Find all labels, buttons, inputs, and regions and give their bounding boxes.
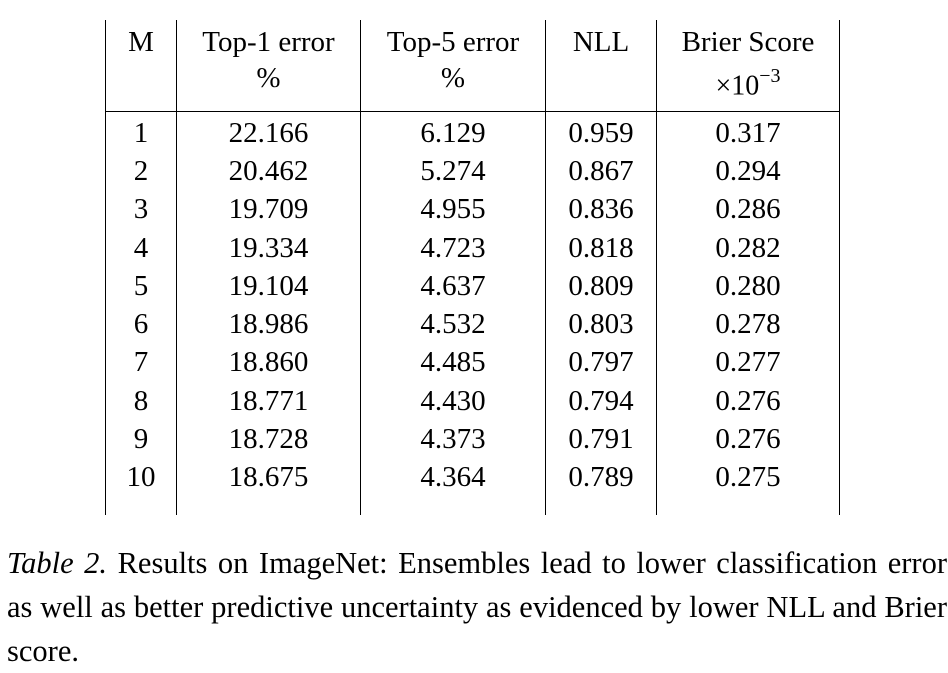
cell-m: 7: [105, 343, 177, 382]
cell-nll: 0.789: [545, 458, 657, 515]
cell-nll: 0.797: [545, 343, 657, 382]
header-top1-unit: %: [256, 62, 281, 94]
cell-brier-score: 0.275: [656, 458, 840, 515]
table-row: 5 19.104 4.637 0.809 0.280: [105, 266, 840, 306]
table-row: 6 18.986 4.532 0.803 0.278: [105, 305, 840, 344]
cell-nll: 0.959: [545, 111, 657, 152]
cell-brier-score: 0.280: [656, 266, 840, 306]
header-top1-label: Top-1 error: [202, 26, 335, 58]
cell-top1-error: 19.334: [176, 228, 361, 267]
header-brier-unit: ×10−3: [657, 60, 839, 105]
cell-top5-error: 4.485: [360, 343, 546, 382]
table-caption: Table 2. Results on ImageNet: Ensembles …: [7, 541, 947, 673]
cell-m: 1: [105, 111, 177, 152]
table-row: 10 18.675 4.364 0.789 0.275: [105, 458, 840, 515]
header-brier-label: Brier Score: [681, 26, 815, 58]
cell-m: 6: [105, 305, 177, 344]
cell-brier-score: 0.282: [656, 228, 840, 267]
cell-nll: 0.794: [545, 381, 657, 421]
cell-top5-error: 4.723: [360, 228, 546, 267]
cell-top1-error: 18.986: [176, 305, 361, 344]
table-row: 3 19.709 4.955 0.836 0.286: [105, 190, 840, 229]
cell-top5-error: 5.274: [360, 151, 546, 191]
header-brier: Brier Score ×10−3: [656, 20, 840, 112]
header-m-label: M: [128, 26, 154, 58]
header-m: M: [105, 20, 177, 112]
cell-top5-error: 4.637: [360, 266, 546, 306]
table-row: 9 18.728 4.373 0.791 0.276: [105, 420, 840, 459]
cell-top5-error: 6.129: [360, 111, 546, 152]
cell-top1-error: 18.675: [176, 458, 361, 515]
results-table: M Top-1 error % Top-5 error % NLL Brier …: [105, 20, 840, 515]
cell-top5-error: 4.373: [360, 420, 546, 459]
caption-text: Results on ImageNet: Ensembles lead to l…: [7, 546, 947, 668]
header-nll: NLL: [545, 20, 657, 112]
cell-top1-error: 18.860: [176, 343, 361, 382]
cell-top1-error: 18.771: [176, 381, 361, 421]
cell-m: 5: [105, 266, 177, 306]
header-nll-label: NLL: [572, 26, 630, 58]
header-brier-exponent: −3: [759, 65, 781, 87]
cell-m: 10: [105, 458, 177, 515]
cell-top5-error: 4.955: [360, 190, 546, 229]
cell-m: 9: [105, 420, 177, 459]
cell-brier-score: 0.286: [656, 190, 840, 229]
cell-brier-score: 0.277: [656, 343, 840, 382]
cell-m: 3: [105, 190, 177, 229]
cell-nll: 0.867: [545, 151, 657, 191]
table-row: 8 18.771 4.430 0.794 0.276: [105, 381, 840, 421]
cell-nll: 0.791: [545, 420, 657, 459]
table-row: 7 18.860 4.485 0.797 0.277: [105, 343, 840, 382]
table-row: 2 20.462 5.274 0.867 0.294: [105, 151, 840, 191]
cell-brier-score: 0.276: [656, 420, 840, 459]
header-brier-scale: ×10: [715, 70, 760, 102]
table-header-row: M Top-1 error % Top-5 error % NLL Brier …: [105, 20, 840, 112]
cell-top5-error: 4.364: [360, 458, 546, 515]
header-top5: Top-5 error %: [360, 20, 546, 112]
cell-brier-score: 0.317: [656, 111, 840, 152]
cell-top1-error: 20.462: [176, 151, 361, 191]
cell-nll: 0.818: [545, 228, 657, 267]
header-top5-label: Top-5 error: [386, 26, 520, 58]
header-top1: Top-1 error %: [176, 20, 361, 112]
cell-brier-score: 0.294: [656, 151, 840, 191]
table-body: 1 22.166 6.129 0.959 0.317 2 20.462 5.274 0.867 0…: [105, 111, 840, 515]
cell-brier-score: 0.276: [656, 381, 840, 421]
cell-nll: 0.803: [545, 305, 657, 344]
cell-m: 8: [105, 381, 177, 421]
cell-top1-error: 19.104: [176, 266, 361, 306]
cell-top1-error: 18.728: [176, 420, 361, 459]
table-row: 1 22.166 6.129 0.959 0.317: [105, 111, 840, 152]
cell-top5-error: 4.532: [360, 305, 546, 344]
caption-label: Table 2.: [7, 546, 108, 580]
header-top5-unit: %: [440, 62, 466, 94]
cell-top1-error: 19.709: [176, 190, 361, 229]
cell-nll: 0.809: [545, 266, 657, 306]
table-row: 4 19.334 4.723 0.818 0.282: [105, 228, 840, 267]
cell-nll: 0.836: [545, 190, 657, 229]
cell-top1-error: 22.166: [176, 111, 361, 152]
cell-brier-score: 0.278: [656, 305, 840, 344]
cell-top5-error: 4.430: [360, 381, 546, 421]
cell-m: 2: [105, 151, 177, 191]
cell-m: 4: [105, 228, 177, 267]
